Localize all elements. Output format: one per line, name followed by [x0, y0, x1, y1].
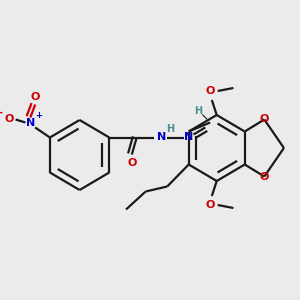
- Text: N: N: [184, 133, 193, 142]
- Text: N: N: [26, 118, 35, 128]
- Text: +: +: [34, 111, 42, 120]
- Text: O: O: [31, 92, 40, 103]
- Text: H: H: [166, 124, 174, 134]
- Text: O: O: [4, 115, 14, 124]
- Text: O: O: [205, 86, 214, 96]
- Text: H: H: [194, 106, 202, 116]
- Text: O: O: [260, 115, 269, 124]
- Text: N: N: [157, 133, 166, 142]
- Text: O: O: [260, 172, 269, 182]
- Text: -: -: [0, 107, 3, 118]
- Text: O: O: [205, 200, 214, 210]
- Text: O: O: [127, 158, 136, 167]
